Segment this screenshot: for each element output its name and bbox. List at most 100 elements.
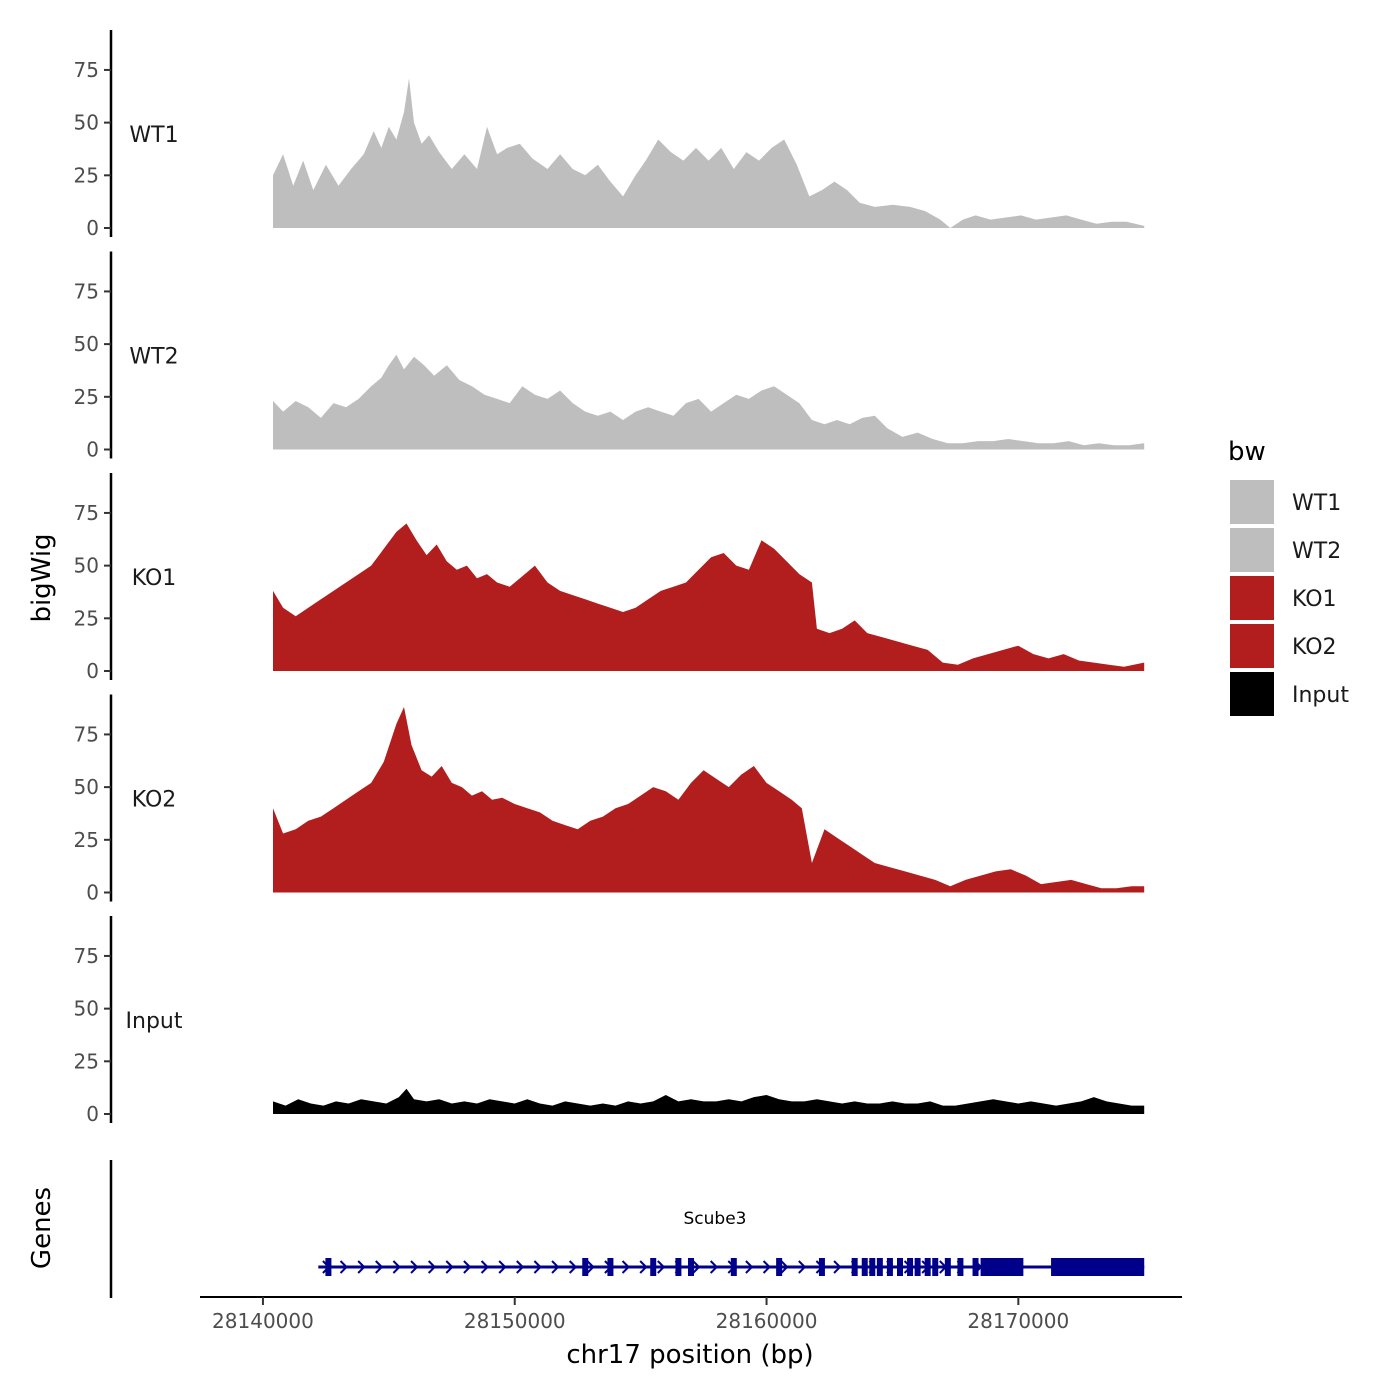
y-tick-label: 0 <box>86 438 99 462</box>
track-label: WT1 <box>129 123 178 148</box>
genes-track-title: Genes <box>27 1187 57 1269</box>
gene-exon <box>957 1258 964 1276</box>
strand-arrow <box>392 1260 401 1274</box>
strand-arrow <box>357 1260 366 1274</box>
gene-exon <box>650 1258 657 1276</box>
gene-exon <box>924 1258 931 1276</box>
strand-arrow <box>762 1260 771 1274</box>
y-tick-label: 0 <box>86 659 99 683</box>
strand-arrow <box>692 1260 701 1274</box>
y-tick-label: 50 <box>74 775 99 799</box>
gene-exon <box>886 1258 893 1276</box>
track-ko1: 0 25 50 75 KO1 <box>74 473 1145 683</box>
strand-arrow <box>480 1260 489 1274</box>
legend-swatch-ko2 <box>1230 624 1274 668</box>
legend-swatch-input <box>1230 672 1274 716</box>
legend-label-wt1: WT1 <box>1292 491 1341 516</box>
y-tick-label: 50 <box>74 997 99 1021</box>
strand-arrow <box>586 1260 595 1274</box>
y-tick-label: 25 <box>74 163 99 187</box>
strand-arrow <box>463 1260 472 1274</box>
gene-exon <box>607 1258 614 1276</box>
y-tick-label: 25 <box>74 606 99 630</box>
y-tick-label: 75 <box>74 944 99 968</box>
track-label: KO1 <box>132 566 177 591</box>
gene-utr-block <box>1051 1258 1145 1276</box>
gene-exon <box>944 1258 951 1276</box>
x-axis-title: chr17 position (bp) <box>566 1340 813 1370</box>
tracks-layer: 0 25 50 75 WT1 0 25 50 75 WT2 0 25 50 75 KO1 0 25 50 75 KO2… <box>74 30 1145 1126</box>
coverage-area-ko2 <box>273 707 1145 893</box>
x-tick-label: 28170000 <box>967 1309 1069 1333</box>
gene-exon <box>861 1258 868 1276</box>
strand-arrow <box>375 1260 384 1274</box>
legend-label-wt2: WT2 <box>1292 539 1341 564</box>
y-tick-label: 75 <box>74 279 99 303</box>
gene-exon <box>851 1258 858 1276</box>
y-tick-label: 0 <box>86 881 99 905</box>
y-tick-label: 50 <box>74 111 99 135</box>
y-tick-label: 0 <box>86 1102 99 1126</box>
track-label: WT2 <box>129 345 178 370</box>
strand-arrow <box>516 1260 525 1274</box>
gene-exon <box>688 1258 694 1276</box>
legend-swatch-ko1 <box>1230 576 1274 620</box>
track-input: 0 25 50 75 Input <box>74 916 1145 1126</box>
gene-exon <box>932 1258 939 1276</box>
y-tick-label: 0 <box>86 216 99 240</box>
track-label: KO2 <box>132 788 177 813</box>
strand-arrow <box>798 1260 807 1274</box>
coverage-area-ko1 <box>273 523 1145 671</box>
legend: bw WT1 WT2 KO1 KO2 Input <box>1228 437 1349 716</box>
gene-exon <box>675 1258 682 1276</box>
gene-exon <box>876 1258 883 1276</box>
y-axis-title: bigWig <box>27 533 57 622</box>
legend-swatch-wt2 <box>1230 528 1274 572</box>
gene-exon <box>776 1258 783 1276</box>
gene-exon <box>869 1258 876 1276</box>
gene-name-label: Scube3 <box>684 1209 747 1229</box>
legend-title: bw <box>1228 437 1266 467</box>
coverage-area-wt1 <box>273 78 1145 229</box>
strand-arrow <box>533 1260 542 1274</box>
track-wt2: 0 25 50 75 WT2 <box>74 251 1145 462</box>
strand-arrow <box>410 1260 419 1274</box>
y-tick-label: 25 <box>74 828 99 852</box>
gene-exon <box>730 1258 737 1276</box>
x-tick-label: 28150000 <box>464 1309 566 1333</box>
strand-arrow <box>833 1260 842 1274</box>
strand-arrow <box>639 1260 648 1274</box>
x-axis: 28140000 28150000 28160000 28170000 <box>200 1296 1182 1333</box>
strand-arrow <box>657 1260 666 1274</box>
strand-arrow <box>551 1260 560 1274</box>
strand-arrow <box>745 1260 754 1274</box>
gene-utr-block <box>980 1258 1024 1276</box>
track-ko2: 0 25 50 75 KO2 <box>74 694 1145 905</box>
x-tick-label: 28140000 <box>212 1309 314 1333</box>
gene-exon <box>582 1258 589 1276</box>
track-wt1: 0 25 50 75 WT1 <box>74 30 1145 240</box>
x-tick-label: 28160000 <box>716 1309 818 1333</box>
y-tick-label: 25 <box>74 1049 99 1073</box>
track-label: Input <box>126 1009 183 1034</box>
strand-arrow <box>709 1260 719 1274</box>
y-tick-label: 75 <box>74 58 99 82</box>
gene-exon <box>325 1258 332 1276</box>
coverage-area-wt2 <box>273 354 1145 450</box>
strand-arrow <box>621 1260 630 1274</box>
y-tick-label: 50 <box>74 554 99 578</box>
strand-arrow <box>568 1260 578 1274</box>
strand-arrow <box>339 1260 348 1274</box>
gene-exon <box>818 1258 825 1276</box>
y-tick-label: 75 <box>74 722 99 746</box>
coverage-area-input <box>273 1088 1145 1114</box>
genes-track: Genes Scube3 <box>27 1160 1145 1298</box>
legend-swatch-wt1 <box>1230 480 1274 524</box>
legend-label-input: Input <box>1292 683 1349 708</box>
strand-arrow <box>427 1260 437 1274</box>
legend-label-ko1: KO1 <box>1292 587 1337 612</box>
gene-exon <box>914 1258 921 1276</box>
y-tick-label: 75 <box>74 501 99 525</box>
gene-exon <box>896 1258 903 1276</box>
